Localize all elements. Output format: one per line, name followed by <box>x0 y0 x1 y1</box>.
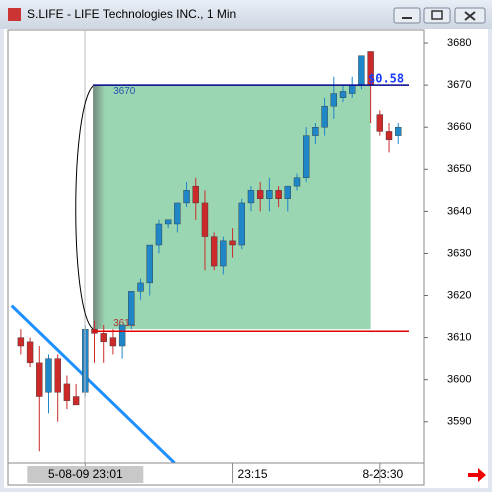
measure-box <box>93 85 371 330</box>
candle-body <box>358 55 365 86</box>
maximize-button[interactable] <box>423 7 451 24</box>
y-tick-label: 3610 <box>447 332 471 344</box>
candle-body <box>376 114 384 132</box>
candle-body <box>312 127 319 136</box>
candle-body <box>395 127 402 136</box>
measure-top-label: 3670 <box>113 86 136 97</box>
y-tick-label: 3630 <box>447 247 471 259</box>
candle-body <box>210 236 218 267</box>
candle-body <box>72 396 80 406</box>
candle-body <box>385 131 393 141</box>
x-tick-label: 5-08-09 23:01 <box>48 467 123 481</box>
candle-body <box>266 190 273 199</box>
candle-body <box>183 190 190 204</box>
candle-body <box>293 177 301 187</box>
y-tick-label: 3680 <box>447 37 471 49</box>
y-tick-label: 3600 <box>447 374 471 386</box>
measure-bottom-label: 3612 <box>113 318 136 329</box>
minimize-button[interactable] <box>393 7 421 24</box>
candle-body <box>220 240 227 267</box>
y-tick-label: 3650 <box>447 163 471 175</box>
candle-body <box>109 337 117 347</box>
candle-body <box>349 84 356 94</box>
candle-body <box>247 190 255 204</box>
candle-body <box>155 223 163 246</box>
trendline <box>10 304 176 465</box>
candle-body <box>238 202 245 246</box>
candle-body <box>192 185 199 204</box>
measure-bracket <box>75 85 94 330</box>
candle-body <box>100 333 107 343</box>
candle-body <box>201 202 209 237</box>
candle-body <box>164 219 172 225</box>
candle-body <box>137 282 144 292</box>
x-label-highlight <box>27 466 144 483</box>
candle-body <box>256 190 264 199</box>
candle-body <box>63 383 71 401</box>
scroll-arrow[interactable] <box>468 468 486 482</box>
measure-shadow <box>93 85 106 330</box>
x-tick-label: 23:15 <box>238 467 268 481</box>
x-tick-label: 8-23:30 <box>362 467 403 481</box>
candle-body <box>229 240 236 246</box>
candle-body <box>54 358 61 393</box>
y-tick-label: 3620 <box>447 289 471 301</box>
candle-body <box>26 341 34 364</box>
candle-body <box>339 91 347 98</box>
candle-body <box>118 324 126 347</box>
y-tick-label: 3660 <box>447 121 471 133</box>
candle-body <box>275 190 282 199</box>
candle-body <box>321 105 328 128</box>
candle-body <box>36 362 43 397</box>
candle-body <box>146 244 153 284</box>
candle-body <box>174 202 181 225</box>
candle-body <box>128 291 135 326</box>
y-tick-label: 3670 <box>447 79 471 91</box>
candle-body <box>302 135 310 178</box>
candle-body <box>17 337 25 347</box>
window-title: S.LIFE - LIFE Technologies INC., 1 Min <box>27 7 236 21</box>
candle-body <box>284 185 291 199</box>
profit-label: $0.58 <box>368 72 404 86</box>
candle-body <box>330 93 338 107</box>
y-tick-label: 3590 <box>447 416 471 428</box>
app-icon <box>8 8 21 21</box>
y-tick-label: 3640 <box>447 205 471 217</box>
candle-body <box>45 358 52 393</box>
